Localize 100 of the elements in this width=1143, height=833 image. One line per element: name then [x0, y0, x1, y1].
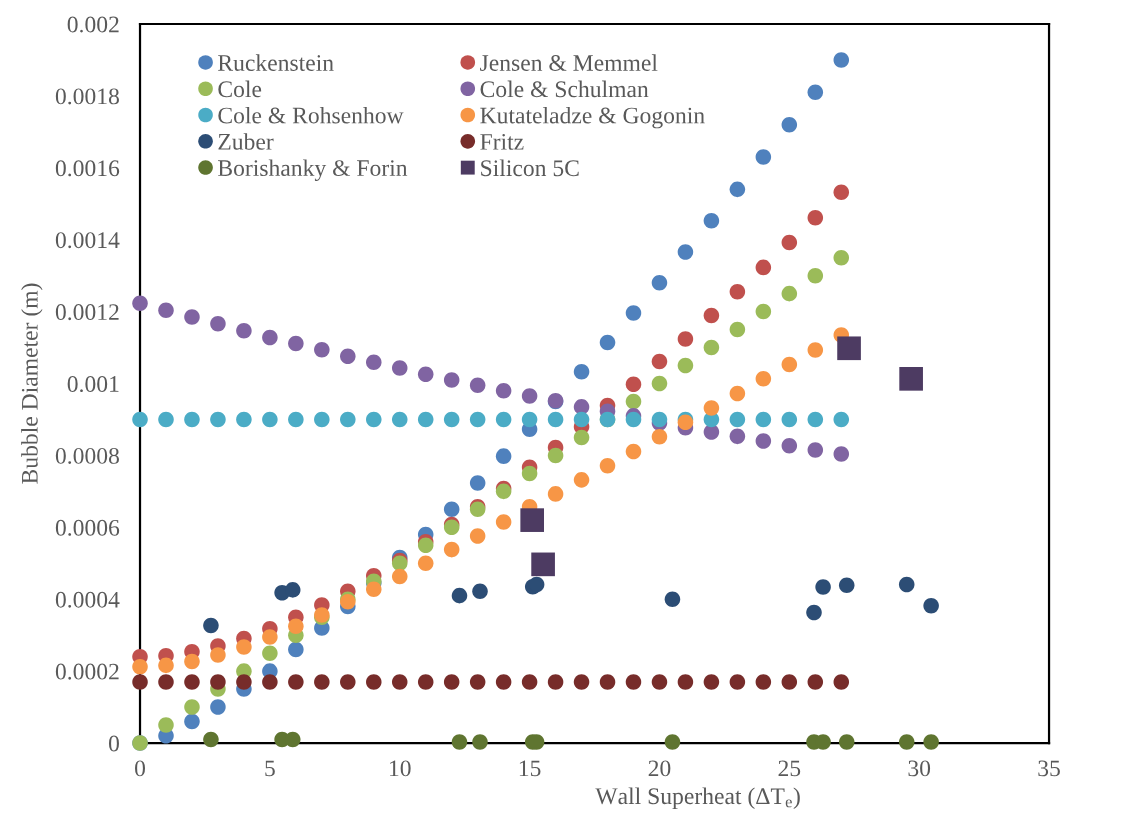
- point: [729, 321, 746, 338]
- point: [651, 428, 668, 445]
- point: [807, 210, 824, 226]
- legend-label: Zuber: [218, 133, 274, 150]
- y-tick-label: 0: [108, 735, 119, 752]
- point: [833, 249, 850, 266]
- point: [262, 629, 278, 645]
- point: [236, 639, 252, 655]
- point: [677, 357, 694, 374]
- point: [417, 555, 434, 572]
- point: [781, 116, 798, 133]
- point: [184, 674, 200, 690]
- point: [755, 433, 772, 449]
- point: [391, 360, 408, 376]
- point: [184, 653, 200, 670]
- point: [837, 336, 861, 361]
- point: [703, 400, 720, 416]
- point: [806, 604, 822, 621]
- point: [469, 411, 486, 428]
- point: [755, 674, 772, 690]
- point: [899, 367, 923, 391]
- point: [495, 674, 512, 690]
- point: [651, 411, 668, 428]
- point: [703, 339, 720, 356]
- point: [417, 366, 434, 382]
- x-tick-label: 15: [519, 760, 541, 777]
- legend-label: Jensen & Memmel: [480, 54, 658, 71]
- point: [184, 411, 200, 428]
- point: [625, 411, 642, 428]
- point: [451, 734, 468, 750]
- point: [573, 363, 590, 380]
- point: [451, 587, 468, 604]
- point: [203, 617, 219, 634]
- point: [838, 577, 855, 593]
- point: [781, 674, 798, 690]
- point: [366, 581, 382, 597]
- point: [807, 442, 824, 458]
- point: [755, 371, 772, 387]
- point: [288, 674, 304, 690]
- point: [469, 475, 486, 491]
- point: [288, 335, 304, 352]
- point: [366, 411, 382, 428]
- point: [651, 375, 668, 392]
- point: [262, 674, 278, 690]
- point: [366, 674, 382, 690]
- point: [314, 411, 330, 428]
- point: [366, 354, 382, 371]
- point: [132, 411, 148, 428]
- point: [573, 411, 590, 428]
- point: [807, 411, 824, 428]
- legend-label: Silicon 5C: [481, 159, 579, 177]
- point: [729, 674, 746, 690]
- point: [469, 674, 486, 690]
- point: [625, 376, 642, 392]
- point: [781, 437, 798, 454]
- point: [651, 353, 668, 370]
- point: [833, 446, 850, 462]
- legend-label: Fritz: [480, 133, 524, 150]
- point: [833, 52, 850, 68]
- point: [664, 734, 681, 750]
- x-tick-label: 0: [135, 760, 146, 777]
- point: [547, 411, 564, 428]
- y-tick-label: 0.0018: [55, 88, 119, 105]
- y-tick-label: 0.0006: [55, 519, 120, 536]
- point: [236, 411, 252, 428]
- point: [495, 448, 512, 464]
- point: [158, 411, 174, 428]
- x-tick-label: 35: [1038, 760, 1060, 777]
- point: [417, 411, 434, 428]
- point: [210, 411, 226, 428]
- point: [184, 713, 200, 730]
- point: [340, 411, 356, 428]
- point: [210, 674, 226, 690]
- point: [158, 717, 174, 733]
- point: [599, 674, 616, 690]
- point: [314, 674, 330, 690]
- point: [923, 734, 939, 750]
- x-tick-label: 5: [265, 760, 275, 777]
- point: [677, 331, 694, 347]
- x-tick-label: 25: [778, 760, 801, 777]
- point: [807, 84, 824, 101]
- point: [158, 657, 174, 674]
- y-tick-label: 0.0016: [55, 160, 120, 177]
- point: [755, 259, 772, 276]
- point: [443, 541, 460, 558]
- point: [755, 411, 772, 428]
- point: [664, 591, 681, 607]
- x-axis-title: Wall Superheat (ΔT$_{e}$): [595, 787, 800, 809]
- point: [781, 234, 798, 251]
- point: [472, 583, 488, 600]
- point: [443, 411, 460, 428]
- y-tick-label: 0.0008: [55, 447, 119, 464]
- y-tick-label: 0.002: [67, 16, 119, 33]
- point: [158, 674, 174, 690]
- legend-label: Kutateladze & Gogonin: [480, 106, 705, 129]
- y-tick-label: 0.0014: [55, 232, 120, 249]
- point: [807, 674, 824, 690]
- point: [755, 303, 772, 320]
- point: [677, 244, 694, 260]
- point: [651, 674, 668, 690]
